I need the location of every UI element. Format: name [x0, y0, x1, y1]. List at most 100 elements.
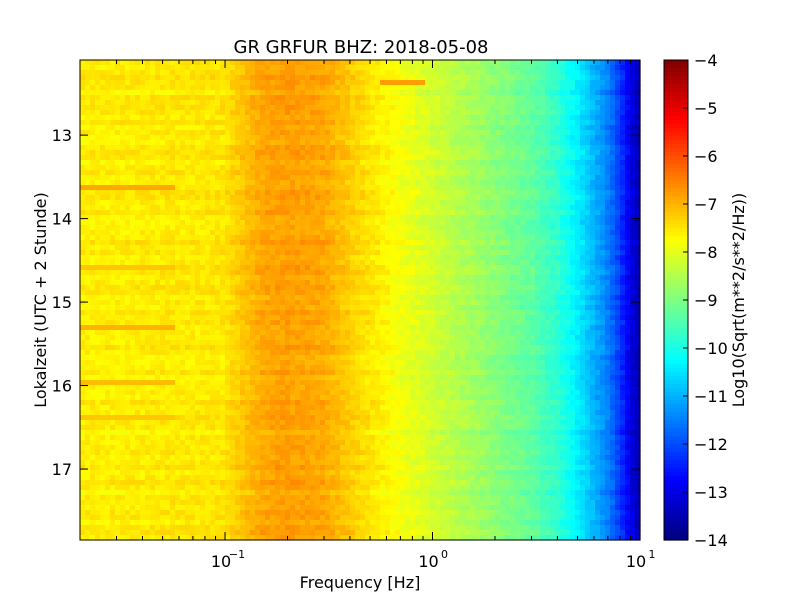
heatmap-cell — [370, 255, 376, 261]
heatmap-cell — [115, 190, 121, 196]
heatmap-cell — [590, 130, 596, 136]
heatmap-cell — [475, 95, 481, 101]
heatmap-cell — [290, 200, 296, 206]
heatmap-cell — [265, 270, 271, 276]
heatmap-cell — [440, 210, 446, 216]
heatmap-cell — [155, 120, 161, 126]
heatmap-cell — [195, 155, 201, 161]
heatmap-cell — [130, 70, 136, 76]
heatmap-cell — [250, 175, 256, 181]
heatmap-cell — [260, 230, 266, 236]
heatmap-cell — [510, 225, 516, 231]
heatmap-cell — [175, 250, 181, 256]
heatmap-cell — [510, 110, 516, 116]
heatmap-cell — [230, 100, 236, 106]
heatmap-cell — [115, 185, 121, 191]
heatmap-cell — [405, 145, 411, 151]
heatmap-cell — [365, 260, 371, 266]
heatmap-cell — [490, 90, 496, 96]
chart-title: GR GRFUR BHZ: 2018-05-08 — [234, 37, 489, 58]
heatmap-cell — [630, 90, 636, 96]
heatmap-cell — [145, 90, 151, 96]
heatmap-cell — [250, 165, 256, 171]
heatmap-cell — [515, 200, 521, 206]
heatmap-cell — [100, 60, 106, 66]
heatmap-cell — [520, 245, 526, 251]
heatmap-cell — [405, 250, 411, 256]
heatmap-cell — [480, 135, 486, 141]
heatmap-cell — [545, 210, 551, 216]
heatmap-cell — [235, 70, 241, 76]
heatmap-cell — [230, 220, 236, 226]
heatmap-cell — [355, 235, 361, 241]
heatmap-cell — [585, 175, 591, 181]
heatmap-cell — [570, 195, 576, 201]
heatmap-cell — [480, 75, 486, 81]
heatmap-cell — [110, 180, 116, 186]
heatmap-cell — [310, 210, 316, 216]
heatmap-cell — [230, 60, 236, 66]
heatmap-cell — [195, 215, 201, 221]
heatmap-cell — [135, 215, 141, 221]
heatmap-cell — [625, 65, 631, 71]
heatmap-cell — [80, 150, 86, 156]
heatmap-cell — [285, 135, 291, 141]
heatmap-cell — [205, 150, 211, 156]
heatmap-cell — [240, 95, 246, 101]
heatmap-cell — [500, 230, 506, 236]
heatmap-cell — [310, 75, 316, 81]
heatmap-cell — [350, 235, 356, 241]
heatmap-cell — [360, 240, 366, 246]
heatmap-cell — [245, 185, 251, 191]
heatmap-cell — [365, 210, 371, 216]
heatmap-cell — [275, 200, 281, 206]
heatmap-cell — [315, 140, 321, 146]
heatmap-cell — [330, 80, 336, 86]
heatmap-cell — [360, 155, 366, 161]
heatmap-cell — [405, 105, 411, 111]
heatmap-cell — [495, 235, 501, 241]
heatmap-cell — [95, 280, 101, 286]
heatmap-cell — [150, 90, 156, 96]
heatmap-cell — [160, 240, 166, 246]
heatmap-cell — [125, 110, 131, 116]
heatmap-cell — [155, 185, 161, 191]
heatmap-cell — [420, 230, 426, 236]
heatmap-cell — [195, 245, 201, 251]
heatmap-cell — [495, 215, 501, 221]
heatmap-cell — [325, 155, 331, 161]
heatmap-cell — [200, 70, 206, 76]
heatmap-cell — [620, 105, 626, 111]
heatmap-cell — [285, 170, 291, 176]
heatmap-cell — [410, 205, 416, 211]
heatmap-cell — [220, 130, 226, 136]
heatmap-cell — [325, 80, 331, 86]
heatmap-cell — [195, 170, 201, 176]
heatmap-cell — [295, 80, 301, 86]
heatmap-cell — [530, 180, 536, 186]
heatmap-cell — [605, 215, 611, 221]
heatmap-cell — [125, 190, 131, 196]
heatmap-cell — [165, 200, 171, 206]
heatmap-cell — [335, 85, 341, 91]
heatmap-cell — [600, 205, 606, 211]
heatmap-cell — [435, 155, 441, 161]
heatmap-cell — [380, 145, 386, 151]
heatmap-cell — [445, 115, 451, 121]
heatmap-cell — [190, 220, 196, 226]
heatmap-cell — [495, 260, 501, 266]
heatmap-cell — [220, 230, 226, 236]
heatmap-cell — [470, 75, 476, 81]
heatmap-cell — [235, 195, 241, 201]
heatmap-cell — [475, 245, 481, 251]
heatmap-cell — [430, 230, 436, 236]
heatmap-cell — [515, 140, 521, 146]
heatmap-cell — [520, 220, 526, 226]
heatmap-cell — [310, 155, 316, 161]
heatmap-cell — [145, 70, 151, 76]
heatmap-cell — [185, 125, 191, 131]
heatmap-cell — [280, 90, 286, 96]
heatmap-cell — [220, 95, 226, 101]
heatmap-cell — [360, 235, 366, 241]
heatmap-cell — [480, 175, 486, 181]
